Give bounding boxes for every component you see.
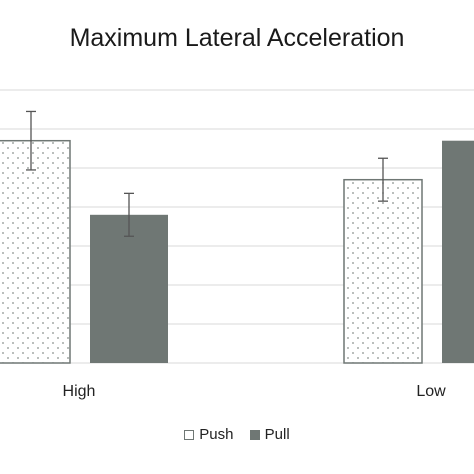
error-bars: [26, 110, 388, 237]
legend: Push Pull: [0, 426, 474, 444]
category-label-high: High: [63, 383, 96, 400]
legend-label-push: Push: [199, 426, 234, 443]
bar-push-low: [343, 178, 423, 364]
bar-pull-low: [442, 140, 474, 363]
legend-item-push: Push: [184, 426, 234, 443]
bar-push-high: [0, 139, 71, 364]
legend-label-pull: Pull: [264, 426, 290, 443]
category-label-low: Low: [416, 383, 446, 400]
legend-item-pull: Pull: [249, 426, 290, 443]
legend-swatch-push: [184, 429, 195, 440]
legend-swatch-pull: [249, 429, 260, 440]
gridlines: [0, 89, 474, 364]
bars: [0, 139, 474, 364]
bar-pull-high: [90, 214, 168, 363]
chart-title: Maximum Lateral Acceleration: [69, 24, 405, 52]
category-labels: High Low: [63, 383, 447, 400]
